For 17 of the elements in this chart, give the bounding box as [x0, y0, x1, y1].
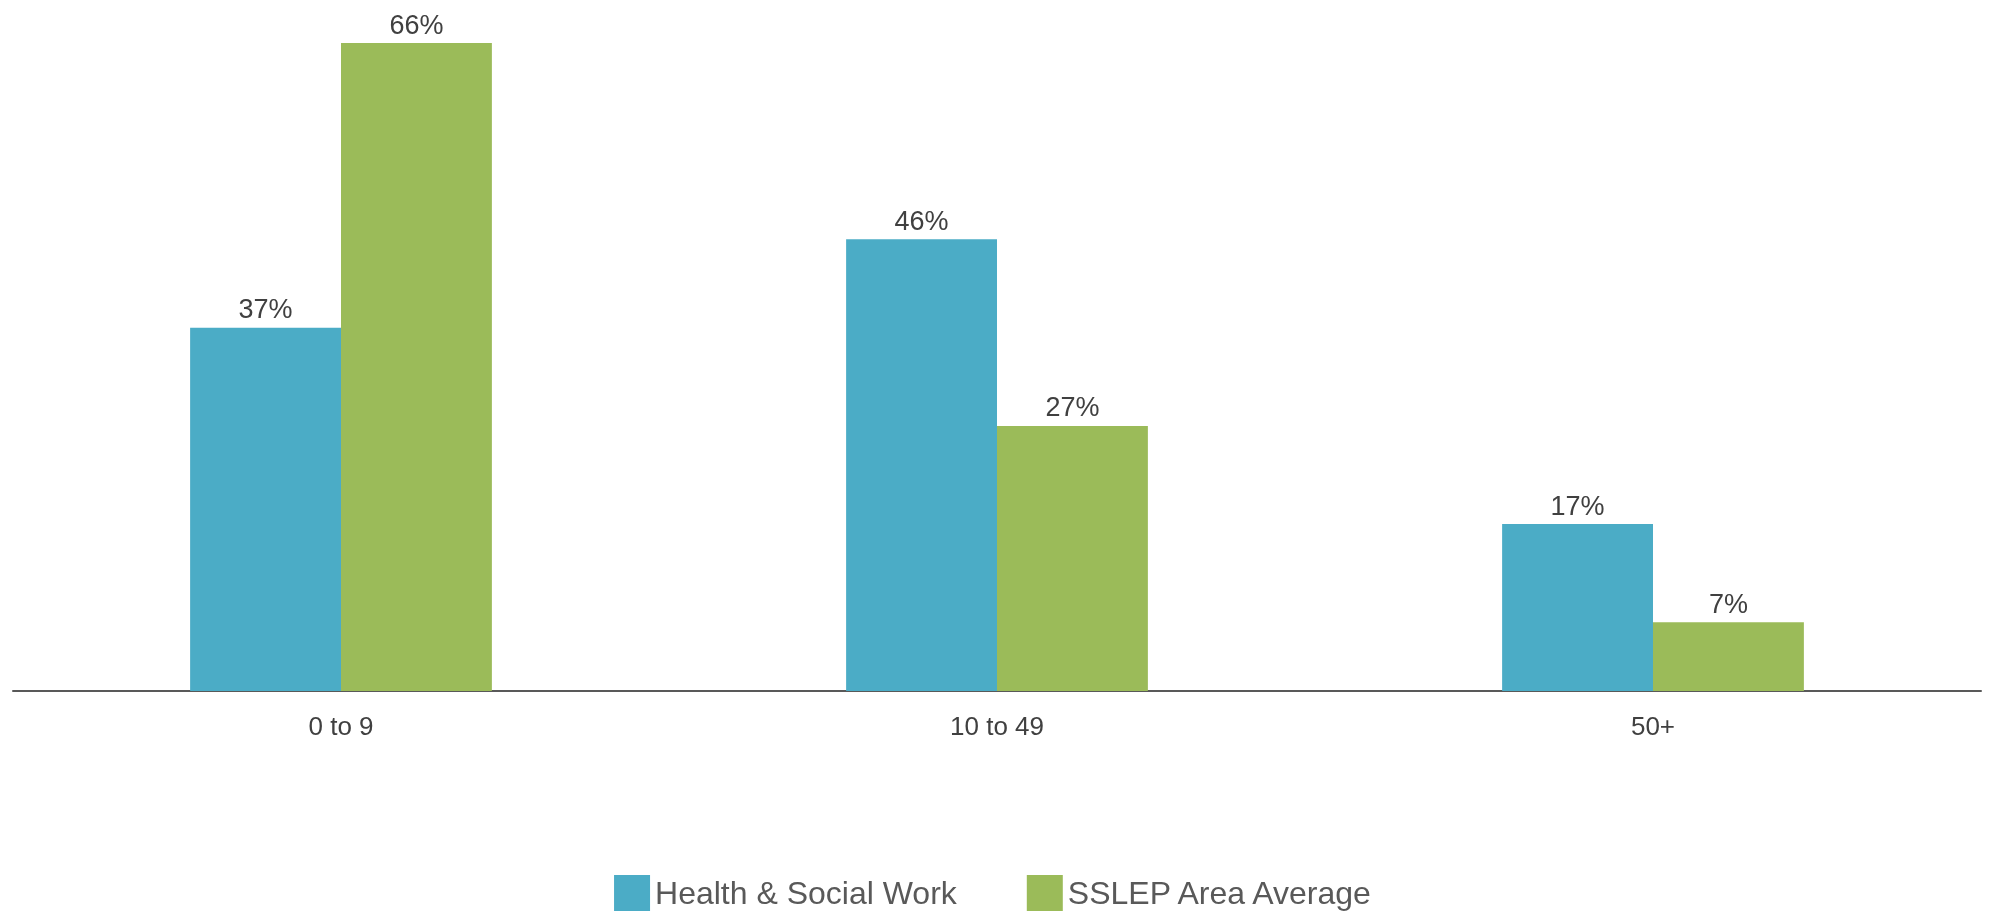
data-label: 66% [389, 9, 444, 40]
bar [846, 239, 997, 691]
bar [997, 425, 1148, 691]
legend-label: SSLEP Area Average [1067, 875, 1371, 911]
x-tick-label: 50+ [1630, 711, 1676, 741]
data-label: 7% [1708, 588, 1748, 619]
data-label: 37% [238, 294, 293, 325]
bar [190, 327, 341, 691]
x-tick-label: 0 to 9 [308, 711, 374, 741]
data-label: 46% [894, 205, 949, 236]
data-label: 17% [1550, 490, 1605, 521]
bar [341, 43, 492, 691]
bar [1653, 622, 1804, 691]
data-label: 27% [1045, 392, 1100, 423]
legend-label: Health & Social Work [655, 875, 958, 911]
bar [1502, 524, 1653, 691]
x-tick-label: 10 to 49 [950, 711, 1044, 741]
